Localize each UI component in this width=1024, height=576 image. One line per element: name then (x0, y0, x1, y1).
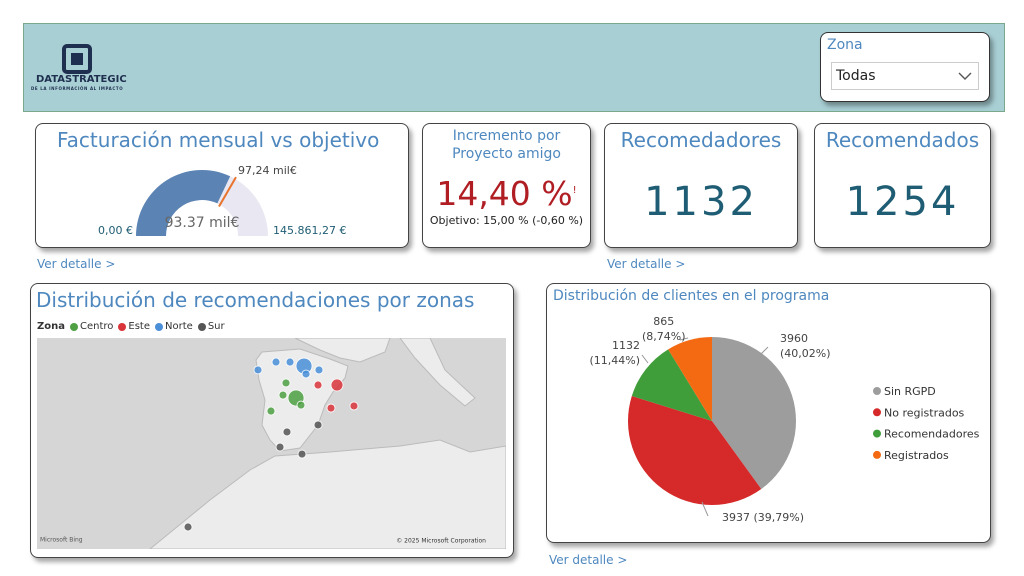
increment-value: 14,40 %! (423, 174, 590, 213)
legend-dot (70, 322, 78, 331)
pie-card: Distribución de clientes en el programa (546, 283, 991, 543)
filter-value: Todas (836, 68, 876, 84)
legend-dot (197, 322, 206, 331)
gauge-title: Facturación mensual vs objetivo (57, 128, 380, 152)
legend-label: Centro (80, 321, 114, 332)
pie-value-label: 1132 (11,44%) (589, 339, 640, 367)
pie-value-label: 3937 (39,79%) (722, 511, 805, 524)
logo-icon (62, 44, 92, 74)
legend-label: Norte (165, 321, 193, 332)
map-card: Distribución de recomendaciones por zona… (30, 283, 514, 558)
pie-value-label: 865 (8,74%) (642, 315, 686, 343)
filter-slicer: Zona Todas (820, 32, 990, 102)
map-legend: Zona Centro Este Norte Sur (37, 321, 225, 332)
recommended-value: 1254 (845, 179, 960, 225)
legend-item: Sur (197, 321, 225, 332)
chevron (958, 72, 972, 80)
legend-label: Sur (207, 321, 225, 332)
alert: ! (572, 185, 577, 196)
logo-tagline: DE LA INFORMACIÓN AL IMPACTO (31, 86, 124, 91)
detail-link[interactable]: Ver detalle > (549, 553, 628, 567)
legend-dot (155, 322, 164, 331)
legend-item: Este (118, 321, 150, 332)
pie-value-label: 3960 (40,02%) (780, 332, 831, 360)
recommenders-card: Recomedadores 1132 (604, 123, 798, 248)
legend-title: Zona (37, 321, 65, 332)
recommenders-value: 1132 (644, 179, 758, 225)
recommenders-title: Recomedadores (620, 128, 782, 152)
increment-title: Incremento por Proyecto amigo (452, 128, 561, 162)
increment-card: Incremento por Proyecto amigo 14,40 %! O… (422, 123, 591, 248)
legend-dot (118, 322, 127, 331)
logo-name: DATASTRATEGIC (36, 74, 127, 85)
detail-link[interactable]: Ver detalle > (37, 257, 116, 271)
recommended-card: Recomendados 1254 (814, 123, 991, 248)
gauge-card: Facturación mensual vs objetivo (35, 123, 409, 248)
legend-item: Norte (155, 321, 193, 332)
legend-item: Centro (70, 321, 113, 332)
filter-dropdown[interactable]: Todas (831, 62, 979, 90)
pie-title: Distribución de clientes en el programa (553, 288, 830, 304)
map-title: Distribución de recomendaciones por zona… (36, 288, 475, 312)
increment-value-label: 14,40 % (436, 174, 573, 213)
legend-label: Este (128, 321, 151, 332)
recommended-title: Recomendados (825, 128, 980, 152)
increment-goal: Objetivo: 15,00 % (-0,60 %) (429, 214, 584, 227)
filter-label: Zona (827, 37, 863, 53)
detail-link[interactable]: Ver detalle > (607, 257, 686, 271)
